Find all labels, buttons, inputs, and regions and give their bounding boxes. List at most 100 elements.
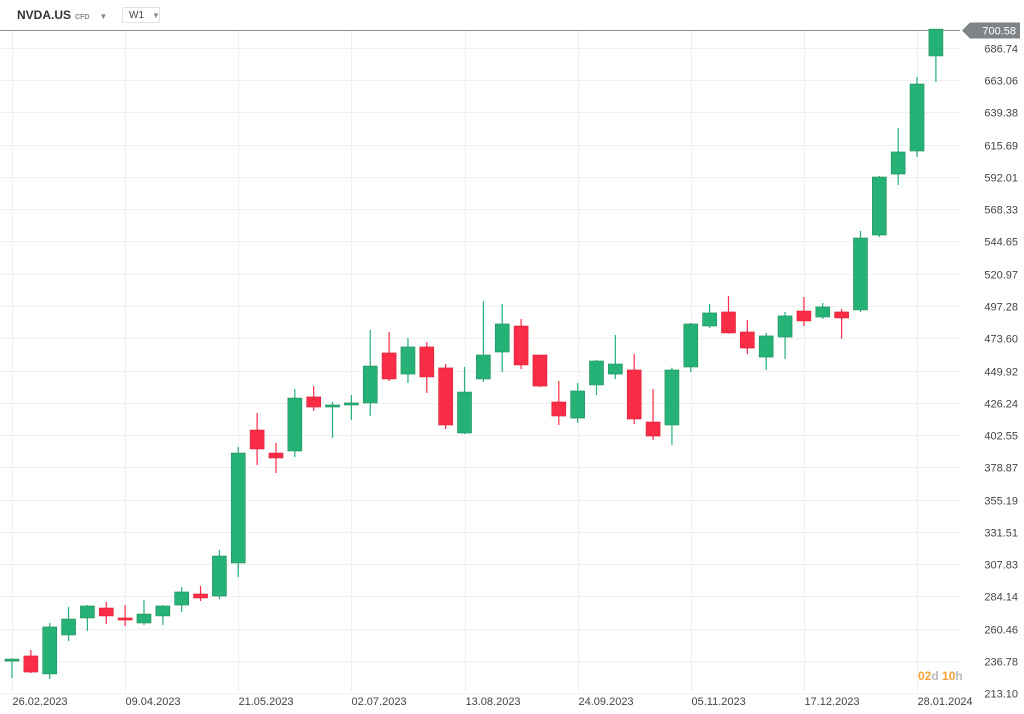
candle-body xyxy=(249,429,265,450)
candle-body xyxy=(815,306,831,318)
candle-bullish xyxy=(325,401,340,438)
candle-body xyxy=(193,593,208,599)
y-tick-label: 686.74 xyxy=(984,44,1018,56)
timeframe-selector[interactable]: W1 ▼ xyxy=(122,7,160,23)
candle-body xyxy=(909,83,925,152)
chart-header: NVDA.US CFD ▼ W1 ▼ xyxy=(0,0,1024,30)
candle-body xyxy=(928,28,944,57)
y-tick-label: 284.14 xyxy=(984,592,1018,604)
candle-body xyxy=(230,452,246,564)
candle-body xyxy=(344,402,359,406)
countdown-hours-unit: h xyxy=(955,669,963,683)
candle-body xyxy=(80,605,95,619)
candle-bearish xyxy=(249,413,265,466)
candle-bullish xyxy=(362,329,378,417)
candle-body xyxy=(551,401,567,417)
candle-bearish xyxy=(532,354,548,388)
candle-body xyxy=(872,176,887,236)
candle-body xyxy=(136,613,152,624)
y-tick-label: 402.55 xyxy=(984,431,1018,443)
candle-bullish xyxy=(589,359,604,396)
candle-bearish xyxy=(438,363,453,429)
candle-bearish xyxy=(419,342,435,393)
symbol-name: NVDA.US xyxy=(17,8,72,22)
y-tick-label: 473.60 xyxy=(984,334,1018,346)
x-tick-label: 24.09.2023 xyxy=(579,696,634,708)
candle-body xyxy=(721,311,736,334)
candle-body xyxy=(362,365,378,404)
candle-body xyxy=(570,390,585,419)
candle-bearish xyxy=(513,319,529,370)
candle-bullish xyxy=(494,304,510,373)
candle-body xyxy=(834,311,849,319)
countdown-hours: 10 xyxy=(942,669,956,683)
x-tick-label: 26.02.2023 xyxy=(13,696,68,708)
candle-bullish xyxy=(344,395,359,420)
y-tick-label: 497.28 xyxy=(984,302,1018,314)
price-tag-shape xyxy=(962,22,1020,39)
candle-body xyxy=(645,421,661,437)
y-tick-label: 426.24 xyxy=(984,399,1018,411)
candle-bearish xyxy=(117,605,133,627)
y-tick-label: 663.06 xyxy=(984,76,1018,88)
candle-body xyxy=(42,626,58,675)
y-tick-label: 355.19 xyxy=(984,496,1018,508)
candle-bullish xyxy=(928,28,944,82)
y-tick-label: 213.10 xyxy=(984,689,1018,701)
x-tick-label: 21.05.2023 xyxy=(239,696,294,708)
candle-body xyxy=(457,391,472,434)
candle-bearish xyxy=(23,649,39,673)
candle-body xyxy=(853,237,868,311)
candle-bullish xyxy=(155,605,171,626)
last-price-label: 700.58 xyxy=(982,26,1016,38)
candle-body xyxy=(61,618,76,636)
candle-bearish xyxy=(645,389,661,440)
candle-bearish xyxy=(268,442,284,473)
x-tick-label: 09.04.2023 xyxy=(126,696,181,708)
candle-bullish xyxy=(174,587,189,612)
candle-bearish xyxy=(193,585,208,601)
y-tick-label: 236.78 xyxy=(984,657,1018,669)
candle-body xyxy=(4,658,20,662)
candle-body xyxy=(381,352,397,380)
y-tick-label: 260.46 xyxy=(984,625,1018,637)
candle-body xyxy=(476,354,491,380)
candle-bullish xyxy=(890,127,906,185)
candle-bearish xyxy=(834,308,849,339)
candle-body xyxy=(702,312,717,327)
candle-body xyxy=(532,354,548,387)
candle-bearish xyxy=(796,296,812,326)
candle-bullish xyxy=(457,366,472,434)
instrument-type-label: CFD xyxy=(75,14,90,21)
candle-bullish xyxy=(815,302,831,320)
candle-body xyxy=(23,655,39,673)
y-tick-label: 544.65 xyxy=(984,237,1018,249)
candle-body xyxy=(212,555,227,597)
candle-body xyxy=(155,605,171,617)
candle-body xyxy=(494,323,510,353)
y-tick-label: 378.87 xyxy=(984,463,1018,475)
symbol-selector[interactable]: NVDA.US CFD ▼ xyxy=(17,8,107,22)
time-axis: 26.02.2023 09.04.2023 21.05.2023 02.07.2023… xyxy=(13,696,973,708)
candle-body xyxy=(268,452,284,459)
candle-body xyxy=(513,325,529,366)
candle-bullish xyxy=(702,304,717,329)
candle-body xyxy=(287,397,303,452)
candle-bearish xyxy=(381,331,397,382)
y-tick-label: 592.01 xyxy=(984,173,1018,185)
price-axis: 686.74 663.06 639.38 615.69 592.01 568.33 544.… xyxy=(984,44,1018,701)
candle-body xyxy=(796,310,812,322)
candle-bullish xyxy=(476,301,491,382)
candle-bullish xyxy=(570,383,585,423)
x-tick-label: 13.08.2023 xyxy=(466,696,521,708)
candle-body xyxy=(400,346,416,375)
y-tick-label: 520.97 xyxy=(984,270,1018,282)
candle-body xyxy=(758,335,774,358)
y-tick-label: 307.83 xyxy=(984,560,1018,572)
candle-bearish xyxy=(721,296,736,334)
candle-bearish xyxy=(740,320,755,355)
candle-bullish xyxy=(287,389,303,458)
y-tick-label: 331.51 xyxy=(984,528,1018,540)
candle-body xyxy=(419,346,435,378)
